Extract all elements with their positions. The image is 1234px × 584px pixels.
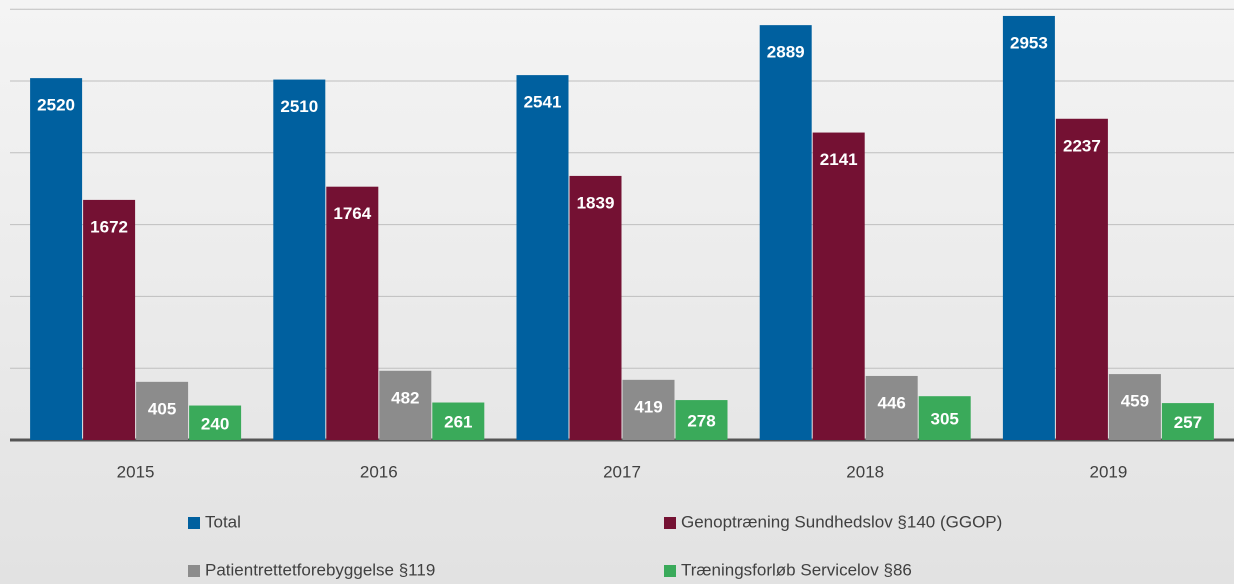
bar — [1108, 374, 1161, 440]
legend-label: Total — [205, 512, 241, 531]
value-label: 1764 — [333, 204, 371, 223]
legend-swatch — [664, 517, 676, 529]
bar — [865, 375, 918, 440]
value-label: 2237 — [1063, 136, 1101, 155]
legend-swatch — [188, 517, 200, 529]
value-label: 278 — [687, 412, 715, 431]
x-tick-label: 2018 — [846, 462, 884, 481]
bar — [759, 25, 812, 441]
legend-label: Træningsforløb Servicelov §86 — [681, 560, 912, 579]
legend-label: Patientrettetforebyggelse §119 — [205, 560, 435, 579]
bar — [812, 132, 865, 440]
value-label: 305 — [931, 410, 959, 429]
bar — [30, 78, 83, 441]
value-label: 482 — [391, 388, 419, 407]
value-label: 459 — [1121, 392, 1149, 411]
value-label: 2889 — [767, 43, 805, 62]
bar — [1161, 403, 1214, 440]
x-tick-label: 2016 — [360, 462, 398, 481]
value-label: 261 — [444, 413, 472, 432]
bar — [1055, 118, 1108, 441]
value-label: 2541 — [524, 93, 562, 112]
bar — [516, 75, 569, 440]
x-tick-label: 2015 — [117, 462, 155, 481]
value-label: 446 — [878, 393, 906, 412]
value-label: 240 — [201, 414, 229, 433]
bar — [569, 175, 622, 440]
bar — [1002, 15, 1055, 441]
value-label: 1839 — [577, 193, 615, 212]
value-label: 2141 — [820, 150, 858, 169]
value-label: 1672 — [90, 217, 128, 236]
x-tick-label: 2017 — [603, 462, 641, 481]
bar — [136, 381, 189, 440]
value-label: 2520 — [37, 96, 75, 115]
value-label: 2510 — [280, 97, 318, 116]
bar — [379, 370, 432, 440]
value-label: 419 — [634, 397, 662, 416]
legend-label: Genoptræning Sundhedslov §140 (GGOP) — [681, 512, 1002, 531]
value-label: 257 — [1174, 413, 1202, 432]
bar — [675, 400, 728, 440]
bar — [432, 402, 485, 440]
x-tick-label: 2019 — [1089, 462, 1127, 481]
bar — [189, 405, 242, 440]
bar — [326, 186, 379, 440]
value-label: 2953 — [1010, 33, 1048, 52]
bar — [83, 199, 136, 440]
legend-swatch — [664, 565, 676, 577]
bar — [622, 379, 675, 440]
bar — [918, 396, 971, 440]
bar — [273, 79, 326, 441]
legend-swatch — [188, 565, 200, 577]
value-label: 405 — [148, 399, 176, 418]
